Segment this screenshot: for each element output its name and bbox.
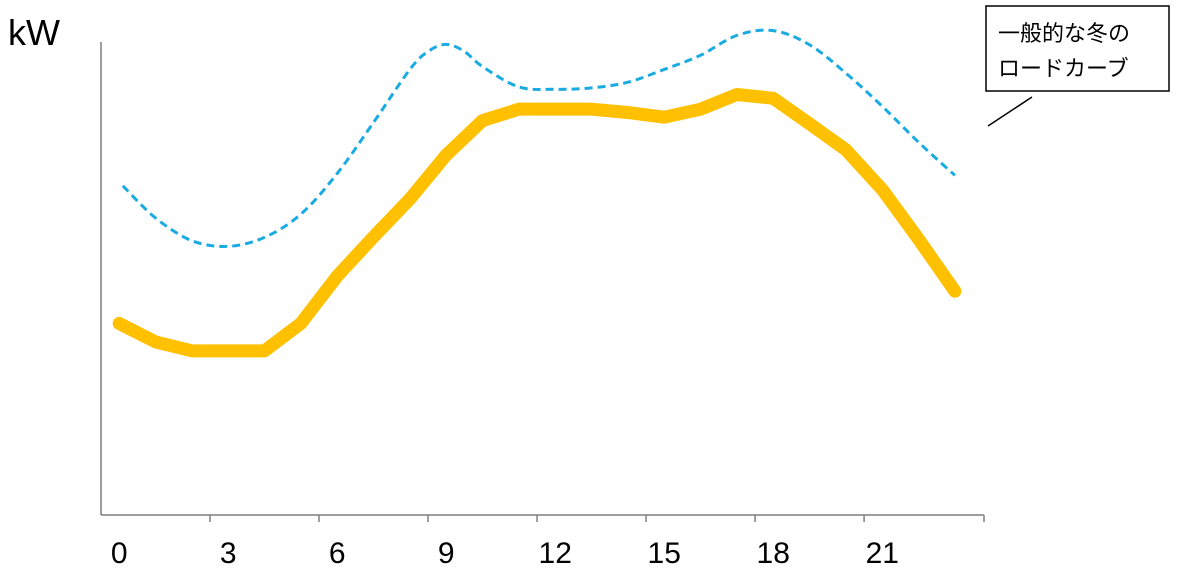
data-point bbox=[409, 199, 410, 200]
callout-leader-line bbox=[987, 96, 1033, 127]
data-point bbox=[409, 69, 410, 70]
series-dashed-line bbox=[121, 28, 956, 248]
data-point bbox=[736, 94, 737, 95]
data-point bbox=[845, 73, 846, 74]
data-point bbox=[700, 109, 701, 110]
data-point bbox=[918, 142, 919, 143]
data-point bbox=[373, 122, 374, 123]
data-point bbox=[191, 350, 192, 351]
data-point bbox=[736, 35, 737, 36]
data-point bbox=[464, 51, 465, 52]
data-point bbox=[773, 98, 774, 99]
data-point bbox=[300, 323, 301, 324]
data-point bbox=[337, 173, 338, 174]
data-point bbox=[228, 350, 229, 351]
data-point bbox=[155, 341, 156, 342]
x-axis-ticks bbox=[209, 515, 985, 522]
data-point bbox=[191, 240, 192, 241]
data-point bbox=[664, 69, 665, 70]
x-axis-tick-labels: 0 3 6 9 12 15 18 21 bbox=[111, 537, 899, 569]
data-point bbox=[809, 123, 810, 124]
data-point bbox=[591, 87, 592, 88]
data-point bbox=[845, 149, 846, 150]
data-point bbox=[882, 189, 883, 190]
callout-box bbox=[985, 5, 1170, 92]
series-path bbox=[121, 28, 956, 248]
callout-text-line-1: 一般的な冬の bbox=[998, 22, 1130, 47]
x-tick-label: 3 bbox=[220, 537, 237, 569]
data-point bbox=[627, 82, 628, 83]
y-axis-unit-label: kW bbox=[8, 12, 60, 53]
series-layer bbox=[112, 28, 962, 358]
data-point bbox=[555, 89, 556, 90]
data-point bbox=[954, 291, 955, 292]
callout-text-line-2: ロードカーブ bbox=[998, 57, 1129, 82]
data-point bbox=[591, 109, 592, 110]
x-tick-label: 15 bbox=[648, 537, 681, 569]
data-point bbox=[228, 246, 229, 247]
data-point bbox=[882, 106, 883, 107]
x-tick-label: 21 bbox=[866, 537, 899, 569]
data-point bbox=[918, 239, 919, 240]
data-point bbox=[482, 120, 483, 121]
data-point bbox=[446, 155, 447, 156]
data-point bbox=[664, 117, 665, 118]
data-point bbox=[627, 112, 628, 113]
data-point bbox=[264, 350, 265, 351]
data-point bbox=[954, 175, 955, 176]
data-point bbox=[809, 44, 810, 45]
data-point bbox=[518, 109, 519, 110]
x-tick-label: 0 bbox=[111, 537, 128, 569]
data-point bbox=[155, 217, 156, 218]
data-point bbox=[446, 44, 447, 45]
x-tick-label: 18 bbox=[757, 537, 790, 569]
x-tick-label: 12 bbox=[539, 537, 572, 569]
data-point bbox=[428, 51, 429, 52]
data-point bbox=[264, 237, 265, 238]
callout: 一般的な冬の ロードカーブ bbox=[985, 5, 1170, 127]
data-point bbox=[518, 86, 519, 87]
series-solid-line bbox=[112, 88, 962, 358]
data-point bbox=[119, 323, 120, 324]
data-point bbox=[482, 66, 483, 67]
x-tick-label: 9 bbox=[438, 537, 455, 569]
data-point bbox=[773, 30, 774, 31]
data-point bbox=[122, 185, 123, 186]
data-point bbox=[337, 276, 338, 277]
data-point bbox=[700, 55, 701, 56]
data-point bbox=[373, 236, 374, 237]
series-path bbox=[112, 88, 962, 358]
data-point bbox=[300, 214, 301, 215]
x-tick-label: 6 bbox=[329, 537, 346, 569]
data-point bbox=[555, 109, 556, 110]
